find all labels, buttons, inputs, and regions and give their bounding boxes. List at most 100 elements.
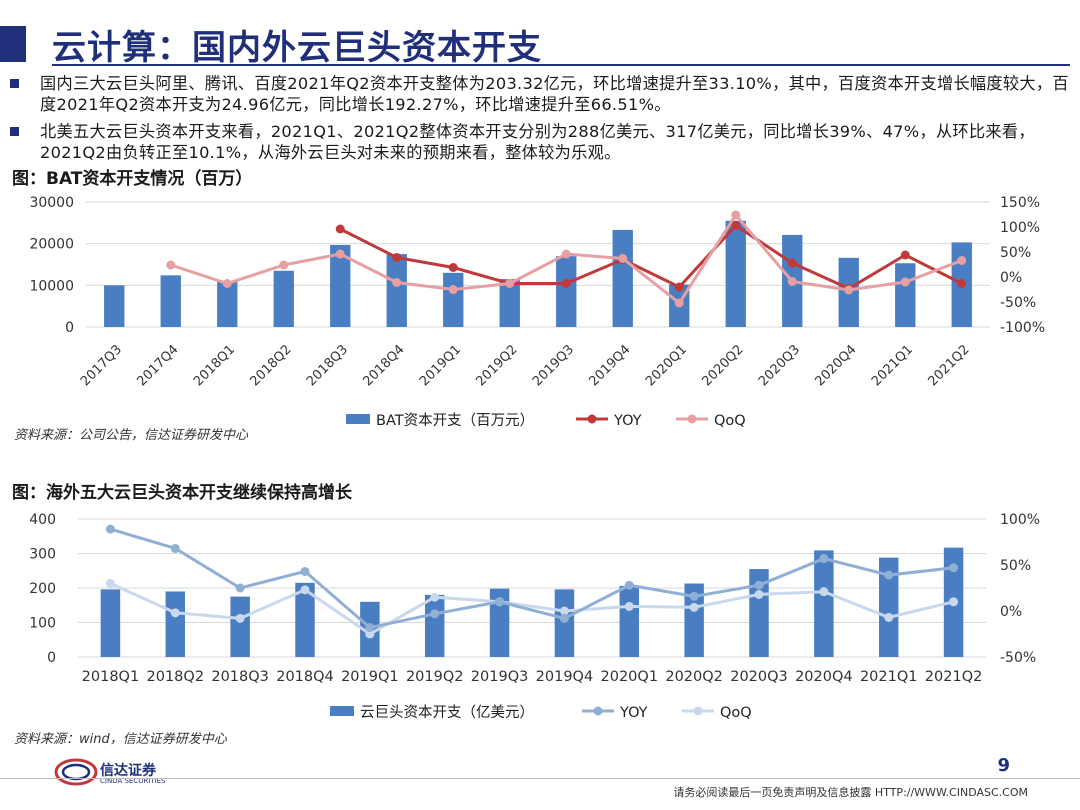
bar bbox=[489, 588, 510, 657]
series-point-qoq bbox=[949, 597, 959, 607]
x-tick-label: 2019Q1 bbox=[417, 342, 464, 389]
bar bbox=[230, 596, 250, 657]
y-right-tick-label: 50% bbox=[1000, 245, 1031, 261]
series-point-qoq bbox=[235, 613, 245, 623]
x-tick-label: 2020Q2 bbox=[699, 342, 746, 389]
y-right-tick-label: 0% bbox=[1000, 270, 1022, 286]
bar bbox=[749, 569, 769, 657]
series-point-qoq bbox=[335, 249, 345, 259]
y-left-tick-label: 400 bbox=[29, 512, 56, 528]
bar bbox=[499, 279, 520, 327]
figure2-source: 资料来源：wind，信达证券研发中心 bbox=[14, 732, 227, 747]
footer-divider bbox=[0, 778, 1080, 779]
x-tick-label: 2020Q1 bbox=[643, 342, 690, 389]
y-left-tick-label: 100 bbox=[29, 616, 56, 632]
bar bbox=[386, 254, 407, 327]
bar bbox=[165, 591, 186, 657]
x-tick-label: 2018Q1 bbox=[191, 342, 238, 389]
y-right-tick-label: 150% bbox=[1000, 195, 1040, 211]
legend-label: 云巨头资本开支（亿美元） bbox=[360, 704, 534, 721]
logo-text: 信达证券 bbox=[100, 763, 156, 779]
y-right-tick-label: 0% bbox=[1000, 604, 1022, 620]
bar bbox=[330, 244, 351, 327]
series-line-yoy bbox=[109, 527, 954, 630]
bar bbox=[725, 220, 746, 327]
cinda-logo-icon bbox=[54, 758, 98, 786]
bar bbox=[878, 557, 899, 657]
y-right-tick-label: -50% bbox=[1000, 295, 1036, 311]
series-point-yoy bbox=[731, 221, 741, 230]
overseas-capex-chart: 0 100 200 300 400 -50% 0% 50% 100% 2018Q1 2018Q2 20… bbox=[29, 512, 1040, 721]
bullet-square-icon bbox=[10, 127, 19, 136]
series-point-qoq bbox=[787, 277, 797, 286]
y-right-tick-label: 100% bbox=[1000, 512, 1040, 528]
series-point-yoy bbox=[448, 263, 458, 272]
series-point-yoy bbox=[559, 613, 569, 623]
x-tick-label: 2019Q3 bbox=[471, 669, 529, 685]
series-point-yoy bbox=[949, 563, 959, 573]
legend-marker-qoq bbox=[687, 414, 697, 424]
x-tick-label: 2020Q4 bbox=[812, 342, 859, 389]
title-accent-block bbox=[0, 26, 26, 62]
bar bbox=[684, 583, 704, 657]
footer-disclaimer: 请务必阅读最后一页免责声明及信息披露 HTTP://WWW.CINDASC.CO… bbox=[673, 786, 1028, 799]
series-point-qoq bbox=[618, 254, 628, 263]
x-tick-label: 2020Q2 bbox=[665, 669, 723, 685]
series-point-yoy bbox=[624, 580, 634, 590]
series-point-qoq bbox=[430, 592, 440, 602]
series-point-qoq bbox=[365, 629, 375, 639]
x-tick-label: 2019Q4 bbox=[586, 342, 633, 389]
legend-swatch-bar bbox=[346, 414, 370, 424]
series-point-yoy bbox=[689, 591, 699, 601]
x-tick-label: 2019Q1 bbox=[341, 669, 399, 685]
series-point-yoy bbox=[884, 570, 894, 580]
series-point-qoq bbox=[505, 279, 515, 288]
x-tick-label: 2020Q4 bbox=[795, 669, 853, 685]
series-point-qoq bbox=[674, 298, 684, 308]
logo-subtext: CINDA SECURITIES bbox=[100, 777, 166, 785]
x-tick-label: 2018Q1 bbox=[82, 669, 140, 685]
legend-marker-qoq bbox=[693, 706, 703, 716]
bullet-2-text: 北美五大云巨头资本开支来看，2021Q1、2021Q2整体资本开支分别为288亿… bbox=[40, 122, 1035, 162]
series-point-qoq bbox=[900, 277, 910, 287]
y-left-tick-label: 200 bbox=[29, 581, 56, 597]
bullet-1-text: 国内三大云巨头阿里、腾讯、百度2021年Q2资本开支整体为203.32亿元，环比… bbox=[40, 74, 1069, 114]
x-tick-label: 2019Q3 bbox=[530, 342, 577, 389]
series-point-qoq bbox=[300, 585, 310, 595]
y-left-tick-label: 20000 bbox=[29, 237, 74, 253]
x-tick-label: 2017Q3 bbox=[78, 342, 125, 389]
bar bbox=[814, 550, 834, 657]
figure1-title: 图：BAT资本开支情况（百万） bbox=[12, 169, 253, 189]
series-point-yoy bbox=[170, 543, 180, 553]
legend-label: QoQ bbox=[714, 413, 746, 429]
series-point-qoq bbox=[166, 260, 176, 270]
x-tick-label: 2019Q4 bbox=[536, 669, 594, 685]
x-tick-label: 2020Q1 bbox=[601, 669, 659, 685]
x-tick-label: 2021Q1 bbox=[869, 342, 916, 389]
series-point-qoq bbox=[844, 285, 854, 295]
x-tick-label: 2019Q2 bbox=[473, 342, 520, 389]
x-tick-label: 2018Q3 bbox=[304, 342, 351, 389]
bar bbox=[104, 285, 125, 327]
figure2-title: 图：海外五大云巨头资本开支继续保持高增长 bbox=[12, 483, 352, 503]
bar bbox=[160, 275, 181, 327]
figure1-source: 资料来源：公司公告，信达证券研发中心 bbox=[14, 428, 249, 443]
legend-swatch-bar bbox=[330, 706, 354, 716]
bullet-2: 北美五大云巨头资本开支来看，2021Q1、2021Q2整体资本开支分别为288亿… bbox=[10, 121, 1070, 163]
series-point-yoy bbox=[561, 279, 571, 288]
y-right-tick-label: -50% bbox=[1000, 650, 1036, 666]
bar bbox=[612, 229, 633, 327]
x-tick-label: 2017Q4 bbox=[134, 342, 181, 389]
bar bbox=[554, 589, 575, 657]
page-title: 云计算：国内外云巨头资本开支 bbox=[52, 28, 542, 68]
bar bbox=[556, 256, 577, 327]
bullet-square-icon bbox=[10, 79, 19, 88]
y-left-tick-label: 30000 bbox=[29, 195, 74, 211]
series-point-yoy bbox=[365, 623, 375, 633]
legend-label: BAT资本开支（百万元） bbox=[376, 412, 534, 429]
legend-label: YOY bbox=[619, 705, 648, 721]
series-point-qoq bbox=[279, 260, 289, 270]
bar bbox=[273, 270, 294, 327]
series-point-yoy bbox=[235, 583, 245, 593]
series-point-yoy bbox=[900, 250, 910, 260]
